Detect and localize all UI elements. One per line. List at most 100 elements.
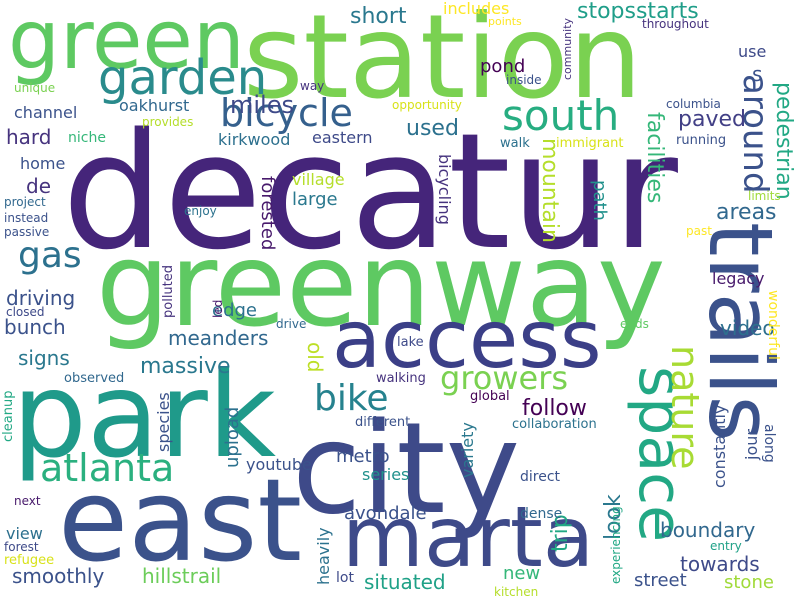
word-along: along <box>761 424 777 463</box>
word-bicycling: bicycling <box>435 154 454 225</box>
word-kirkwood: kirkwood <box>218 130 291 149</box>
word-large: large <box>292 189 338 210</box>
word-areas: areas <box>716 200 777 225</box>
word-includes: includes <box>443 0 510 18</box>
word-series: series <box>362 465 410 484</box>
word-passive: passive <box>4 225 50 239</box>
word-constantly: constantly <box>710 404 729 488</box>
word-forested: forested <box>257 176 278 251</box>
word-east: east <box>58 454 303 587</box>
word-hillstrail: hillstrail <box>142 564 222 588</box>
word-closed: closed <box>6 305 45 319</box>
word-youtube: youtube <box>246 455 312 474</box>
word-immigrant: immigrant <box>556 136 624 151</box>
word-bike: bike <box>314 378 389 419</box>
word-signs: signs <box>18 346 70 370</box>
word-towards: towards <box>680 552 760 576</box>
word-upload: upload <box>222 406 243 468</box>
word-street: street <box>634 570 687 591</box>
word-variety: variety <box>458 422 477 478</box>
word-channel: channel <box>14 103 78 122</box>
word-cleanup: cleanup <box>1 390 16 442</box>
word-bunch: bunch <box>4 315 66 339</box>
word-wonderful: wonderful <box>765 290 781 360</box>
word-led: led <box>211 299 225 318</box>
word-path: path <box>589 180 610 221</box>
word-decatur: decatur <box>62 98 678 285</box>
word-collaboration: collaboration <box>512 417 597 432</box>
word-pond: pond <box>480 56 526 77</box>
word-bicycle: bicycle <box>220 91 353 135</box>
word-city: city <box>292 395 521 542</box>
word-video: video <box>720 316 775 340</box>
word-mountain: mountain <box>537 138 562 243</box>
word-limits: limits <box>748 189 781 203</box>
word-nature: nature <box>663 345 707 470</box>
word-refugee: refugee <box>4 553 55 568</box>
word-inside: inside <box>506 73 542 87</box>
word-enjoy: enjoy <box>184 204 217 218</box>
word-walking: walking <box>376 371 426 386</box>
word-opportunity: opportunity <box>392 98 462 112</box>
word-running: running <box>676 133 727 148</box>
word-points: points <box>488 15 522 28</box>
word-jour: jour <box>742 429 761 460</box>
word-dense: dense <box>520 506 563 522</box>
word-stopsstarts: stopsstarts <box>577 0 699 24</box>
word-entry: entry <box>710 539 742 553</box>
word-garden: garden <box>98 50 268 106</box>
word-next: next <box>14 494 41 508</box>
word-eastern: eastern <box>312 128 373 147</box>
word-legacy: legacy <box>712 269 765 288</box>
word-unique: unique <box>14 81 56 95</box>
word-different: different <box>355 415 411 430</box>
word-global: global <box>470 389 510 404</box>
word-ends: ends <box>620 317 649 331</box>
word-avondale: avondale <box>344 503 427 524</box>
word-forest: forest <box>4 540 39 554</box>
word-gas: gas <box>18 235 82 276</box>
word-polluted: polluted <box>161 264 176 318</box>
word-old: old <box>303 342 327 373</box>
word-facilities: facilities <box>642 112 667 204</box>
word-stone: stone <box>724 572 774 593</box>
word-access: access <box>332 293 602 386</box>
word-short: short <box>350 4 407 29</box>
word-experiencing: experiencing <box>609 506 623 584</box>
word-walk: walk <box>500 136 530 151</box>
word-community: community <box>561 17 574 80</box>
word-massive: massive <box>140 354 231 379</box>
word-green: green <box>8 0 245 88</box>
word-marta: marta <box>342 488 595 586</box>
word-follow: follow <box>522 396 587 421</box>
word-edge: edge <box>212 300 257 321</box>
word-drive: drive <box>276 317 307 331</box>
word-situated: situated <box>364 570 446 594</box>
word-boundary: boundary <box>660 518 756 542</box>
word-kitchen: kitchen <box>494 585 539 599</box>
word-lot: lot <box>336 570 354 586</box>
word-park: park <box>12 346 277 484</box>
word-direct: direct <box>520 469 561 485</box>
word-miles: miles <box>230 91 294 119</box>
word-throughout: throughout <box>642 17 709 31</box>
word-used: used <box>406 116 459 141</box>
word-around: around <box>735 74 775 194</box>
word-species: species <box>154 392 173 452</box>
word-home: home <box>20 154 66 173</box>
word-past: past <box>686 224 712 238</box>
word-instead: instead <box>4 211 49 225</box>
word-view: view <box>6 524 43 543</box>
word-project: project <box>4 195 46 209</box>
word-way: way <box>300 79 325 93</box>
word-pedestrian: pedestrian <box>771 82 796 200</box>
word-hard: hard <box>6 125 52 149</box>
word-s: s <box>752 62 763 86</box>
word-station: station <box>243 0 643 125</box>
word-columbia: columbia <box>666 97 721 111</box>
word-south: south <box>502 91 620 140</box>
word-paved: paved <box>678 107 746 132</box>
word-oakhurst: oakhurst <box>119 96 190 115</box>
word-village: village <box>292 170 345 189</box>
